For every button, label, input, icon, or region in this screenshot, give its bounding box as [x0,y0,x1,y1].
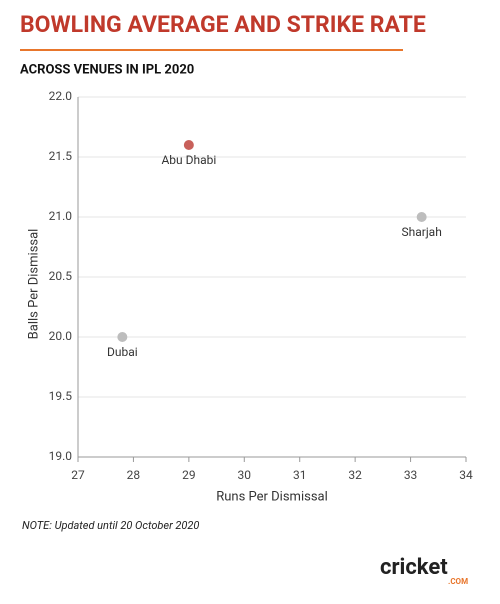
point-label: Sharjah [401,225,441,239]
x-tick-label: 27 [71,468,85,482]
point [117,332,128,342]
y-axis-label: Balls Per Dismissal [26,229,41,340]
y-tick-label: 21.5 [49,149,73,163]
point-label: Abu Dhabi [161,153,216,167]
logo: cricket [380,555,448,580]
chart-title: BOWLING AVERAGE AND STRIKE RATE [20,11,426,38]
y-tick-label: 19.0 [49,449,73,463]
logo-sub: .COM [448,577,468,586]
y-tick-label: 20.5 [49,269,73,283]
y-tick-label: 22.0 [49,89,73,103]
x-tick-label: 34 [459,468,473,482]
chart-subtitle: ACROSS VENUES IN IPL 2020 [20,62,194,77]
x-tick-label: 29 [182,468,196,482]
x-tick-label: 28 [127,468,141,482]
x-tick-label: 32 [348,468,362,482]
note: NOTE: Updated until 20 October 2020 [22,519,199,532]
x-tick-label: 31 [293,468,307,482]
y-tick-label: 19.5 [49,389,73,403]
point [416,212,427,222]
x-tick-label: 33 [404,468,418,482]
point [183,140,194,150]
x-axis-label: Runs Per Dismissal [216,489,328,504]
point-label: Dubai [107,345,138,359]
x-tick-label: 30 [238,468,252,482]
y-tick-label: 20.0 [49,329,73,343]
y-tick-label: 21.0 [49,209,73,223]
